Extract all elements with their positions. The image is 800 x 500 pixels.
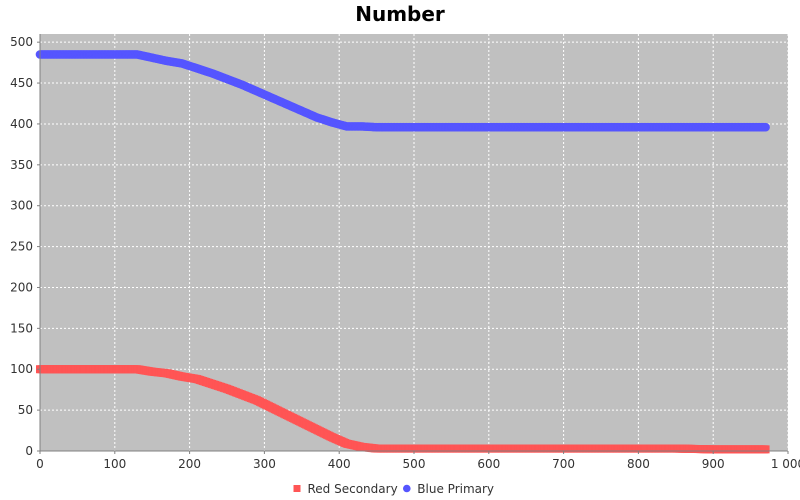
legend-swatch-square [293,485,301,492]
y-tick-label: 100 [10,362,33,376]
x-tick-label: 300 [253,457,276,471]
y-tick-label: 250 [10,240,33,254]
data-point [761,445,770,454]
x-tick-label: 100 [103,457,126,471]
x-tick-label: 400 [328,457,351,471]
x-tick-label: 200 [178,457,201,471]
legend-item-red-secondary: Red Secondary [293,482,398,496]
x-tick-label: 700 [552,457,575,471]
series-blue-primary [35,50,770,132]
y-tick-label: 500 [10,35,33,49]
series-layer [35,50,770,454]
x-tick-label: 0 [36,457,44,471]
legend: Red Secondary Blue Primary [293,482,494,496]
legend-swatch-circle [403,484,411,493]
x-tick-label: 1 000 [771,457,800,471]
y-tick-label: 450 [10,76,33,90]
series-red-secondary [36,365,770,454]
axis-layer: 0 100 200 300 400 500 600 700 800 900 1 000 0 50 100 1… [10,34,800,471]
legend-label: Red Secondary [308,482,398,496]
legend-item-blue-primary: Blue Primary [403,482,494,496]
data-point [761,122,770,132]
legend-label: Blue Primary [417,482,494,496]
x-tick-label: 500 [403,457,426,471]
x-tick-label: 900 [702,457,725,471]
x-tick-label: 600 [477,457,500,471]
y-tick-label: 400 [10,117,33,131]
grid-layer [40,34,789,451]
chart-title: Number [355,2,445,26]
y-tick-label: 350 [10,158,33,172]
y-tick-label: 300 [10,199,33,213]
y-tick-label: 50 [18,403,33,417]
y-tick-label: 150 [10,321,33,335]
y-tick-label: 200 [10,280,33,294]
x-tick-label: 800 [627,457,650,471]
y-tick-label: 0 [25,444,33,458]
